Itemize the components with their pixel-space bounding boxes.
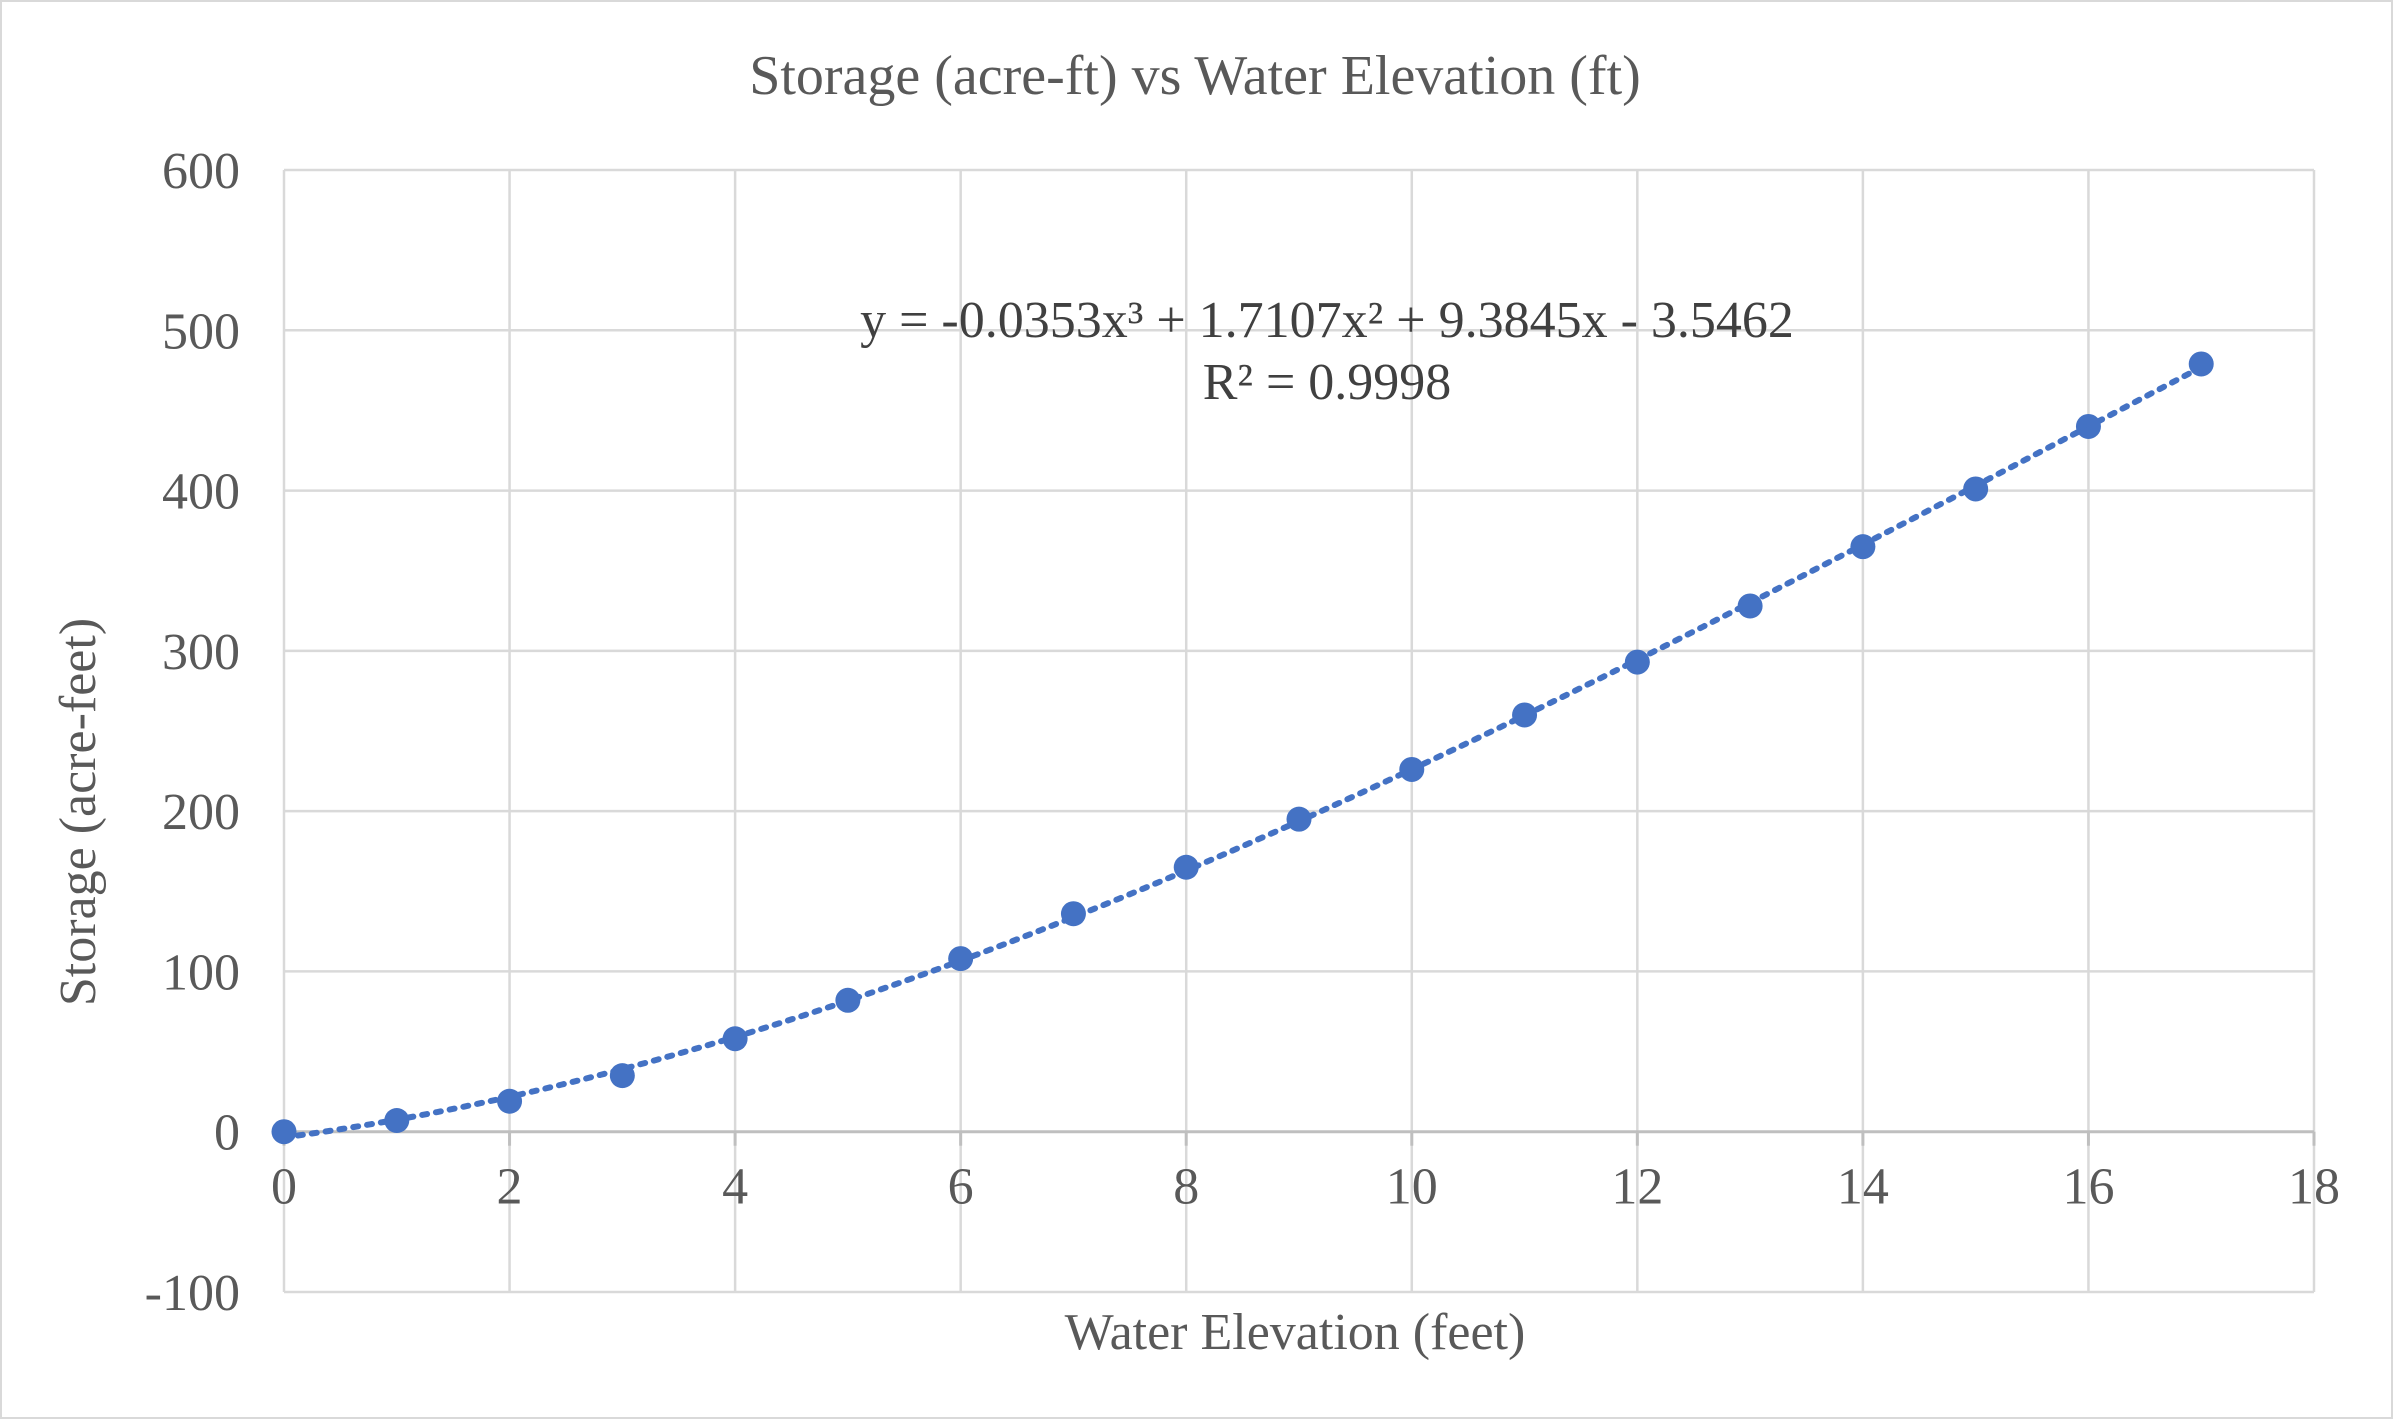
trendline (281, 364, 2205, 1141)
x-tick-label: 12 (1611, 1159, 1663, 1216)
y-tick-label: 100 (162, 944, 240, 1001)
y-tick-label: 600 (162, 143, 240, 200)
data-point (1850, 534, 1876, 560)
y-tick-labels: -100 0 100 200 300 400 500 600 (145, 143, 240, 1322)
data-point (1737, 593, 1763, 619)
data-point (2188, 351, 2214, 377)
data-point (1963, 476, 1989, 502)
x-tick-label: 16 (2062, 1159, 2114, 1216)
x-tick-label: 10 (1386, 1159, 1438, 1216)
data-point (1060, 901, 1086, 927)
data-point (497, 1088, 523, 1114)
data-point (271, 1119, 297, 1145)
x-tick-label: 14 (1837, 1159, 1889, 1216)
y-tick-label: -100 (145, 1265, 240, 1322)
x-axis-label: Water Elevation (feet) (1065, 1304, 1526, 1361)
x-tick-label: 18 (2288, 1159, 2340, 1216)
data-point (384, 1107, 410, 1133)
x-tick-label: 6 (948, 1159, 974, 1216)
trendline-equation: y = -0.0353x³ + 1.7107x² + 9.3845x - 3.5… (860, 292, 1794, 349)
data-point (1173, 854, 1199, 880)
y-tick-label: 200 (162, 784, 240, 841)
data-point (1624, 649, 1650, 675)
y-tick-label: 400 (162, 464, 240, 521)
y-tick-label: 500 (162, 303, 240, 360)
y-tick-label: 300 (162, 624, 240, 681)
x-tick-labels: 0 2 4 6 8 10 12 14 16 18 (271, 1159, 2340, 1216)
y-tick-label: 0 (214, 1105, 240, 1162)
data-point (835, 987, 861, 1013)
x-tick-label: 2 (497, 1159, 523, 1216)
data-point (1286, 806, 1312, 832)
x-tick-label: 8 (1173, 1159, 1199, 1216)
x-tick-label: 0 (271, 1159, 297, 1216)
data-point (948, 946, 974, 972)
y-axis-label: Storage (acre-feet) (50, 618, 107, 1006)
x-tick-label: 4 (722, 1159, 748, 1216)
data-point (722, 1026, 748, 1052)
trendline-r-squared: R² = 0.9998 (1203, 354, 1452, 411)
data-point (1512, 702, 1538, 728)
chart-title: Storage (acre-ft) vs Water Elevation (ft… (749, 45, 1641, 107)
data-point (609, 1063, 635, 1089)
data-point (1399, 756, 1425, 782)
data-points (271, 351, 2214, 1145)
data-point (2075, 413, 2101, 439)
trendline-path (281, 364, 2205, 1141)
